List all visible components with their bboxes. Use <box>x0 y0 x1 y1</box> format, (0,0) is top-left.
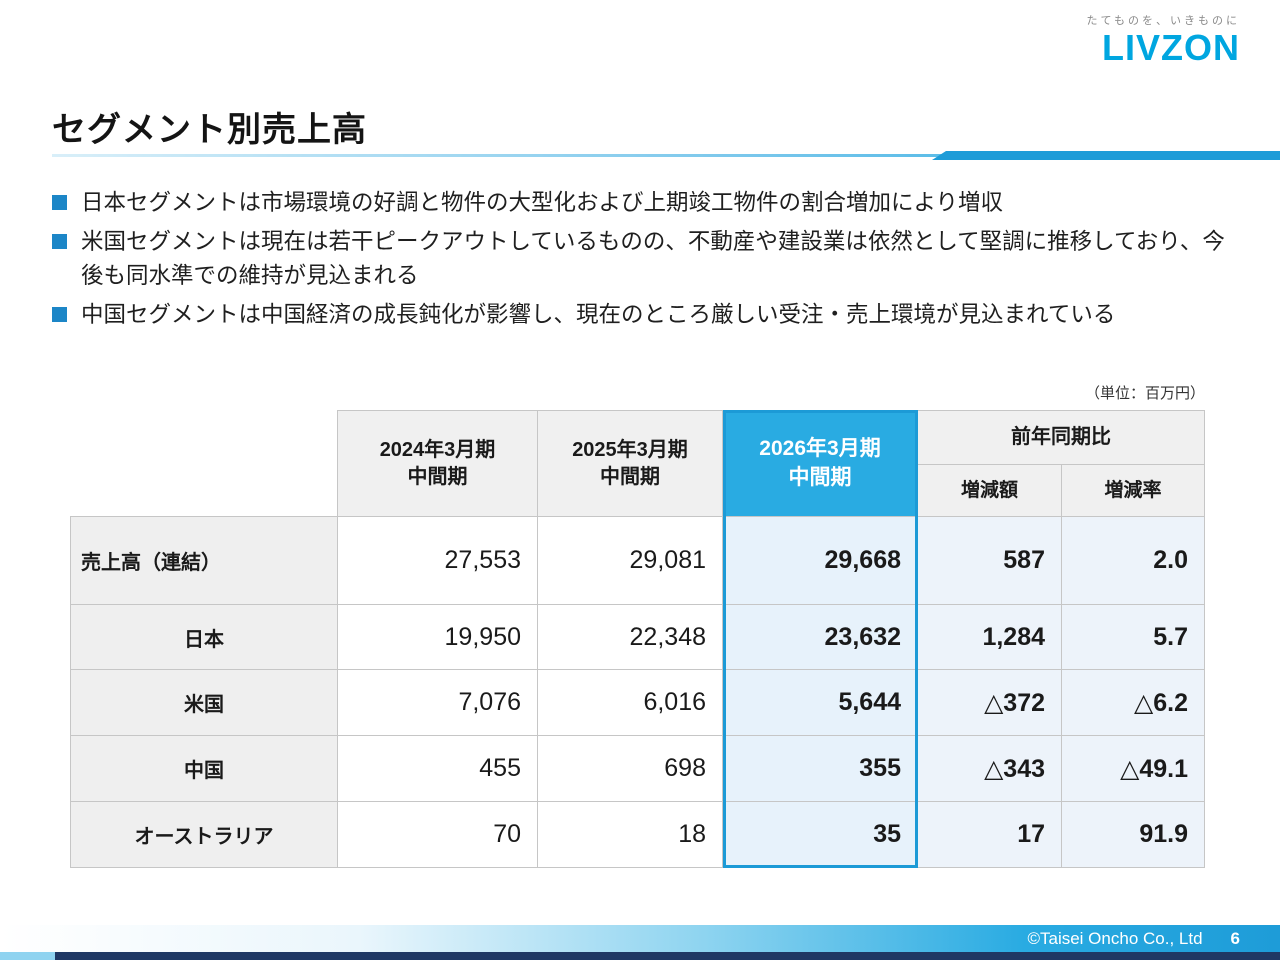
bullet-text: 中国セグメントは中国経済の成長鈍化が影響し、現在のところ厳しい受注・売上環境が見… <box>81 301 1116 327</box>
table-cell-amount: 17 <box>918 802 1062 868</box>
bullet-text: 日本セグメントは市場環境の好調と物件の大型化および上期竣工物件の割合増加により増… <box>81 190 1004 215</box>
table-cell-fy2026: 29,668 <box>723 517 918 605</box>
table-row-label: 日本 <box>70 605 338 670</box>
bullet-item: 日本セグメントは市場環境の好調と物件の大型化および上期竣工物件の割合増加により増… <box>52 186 1242 219</box>
footer-copyright: ©Taisei Oncho Co., Ltd <box>1027 928 1203 948</box>
footer-bar: ©Taisei Oncho Co., Ltd 6 <box>0 925 1280 952</box>
table-cell-fy2024: 7,076 <box>338 670 538 736</box>
table-cell-amount: △372 <box>918 670 1062 736</box>
table-cell-amount: △343 <box>918 736 1062 802</box>
table-header-fy2024: 2024年3月期 中間期 <box>338 410 538 517</box>
table-cell-fy2026: 355 <box>723 736 918 802</box>
table-row-label: オーストラリア <box>70 802 338 868</box>
table-header-fy2025: 2025年3月期 中間期 <box>538 410 723 517</box>
table-cell-fy2025: 6,016 <box>538 670 723 736</box>
table-row-label: 中国 <box>70 736 338 802</box>
table-cell-fy2025: 22,348 <box>538 605 723 670</box>
footer-page-number: 6 <box>1230 928 1240 948</box>
table-header-yoy-rate: 増減率 <box>1062 465 1205 517</box>
table-corner-cell <box>70 410 338 517</box>
table-header-yoy: 前年同期比 <box>918 410 1205 465</box>
footer-accent-block <box>0 952 55 960</box>
table-cell-fy2025: 29,081 <box>538 517 723 605</box>
title-rule <box>52 150 1280 160</box>
table-row-label: 米国 <box>70 670 338 736</box>
logo-tagline: たてものを、いきものに <box>1086 15 1240 27</box>
table-header-fy2026: 2026年3月期 中間期 <box>723 410 918 517</box>
table-cell-rate: △49.1 <box>1062 736 1205 802</box>
table-cell-fy2024: 19,950 <box>338 605 538 670</box>
bullet-item: 米国セグメントは現在は若干ピークアウトしているものの、不動産や建設業は依然として… <box>52 225 1242 292</box>
unit-note: （単位：百万円） <box>1084 385 1205 402</box>
table-cell-rate: 5.7 <box>1062 605 1205 670</box>
table-header-yoy-amount: 増減額 <box>918 465 1062 517</box>
table-cell-fy2025: 698 <box>538 736 723 802</box>
table-cell-rate: 2.0 <box>1062 517 1205 605</box>
logo-brand: LIVZON <box>1102 27 1240 68</box>
bullet-text: 米国セグメントは現在は若干ピークアウトしているものの、不動産や建設業は依然として… <box>81 229 1225 288</box>
table-row-label: 売上高（連結） <box>70 517 338 605</box>
title-rule-thick <box>932 151 1280 160</box>
table-cell-amount: 1,284 <box>918 605 1062 670</box>
bullet-item: 中国セグメントは中国経済の成長鈍化が影響し、現在のところ厳しい受注・売上環境が見… <box>52 298 1242 331</box>
page-title: セグメント別売上高 <box>52 111 367 149</box>
bullet-square-icon <box>52 306 67 322</box>
table-cell-fy2025: 18 <box>538 802 723 868</box>
footer-navy-strip <box>0 952 1280 960</box>
bullet-list: 日本セグメントは市場環境の好調と物件の大型化および上期竣工物件の割合増加により増… <box>52 186 1242 337</box>
company-logo: たてものを、いきものに LIVZON <box>1087 12 1240 66</box>
table-cell-fy2026: 5,644 <box>723 670 918 736</box>
table-cell-fy2026: 35 <box>723 802 918 868</box>
table-cell-amount: 587 <box>918 517 1062 605</box>
bullet-square-icon <box>52 234 67 250</box>
table-cell-fy2024: 27,553 <box>338 517 538 605</box>
table-cell-rate: 91.9 <box>1062 802 1205 868</box>
table-cell-fy2024: 455 <box>338 736 538 802</box>
table-cell-fy2024: 70 <box>338 802 538 868</box>
bullet-square-icon <box>52 195 67 210</box>
table-cell-rate: △6.2 <box>1062 670 1205 736</box>
table-cell-fy2026: 23,632 <box>723 605 918 670</box>
title-rule-thin <box>52 154 1280 157</box>
segment-sales-table: 2024年3月期 中間期 2025年3月期 中間期 2026年3月期 中間期 前… <box>70 410 1205 868</box>
